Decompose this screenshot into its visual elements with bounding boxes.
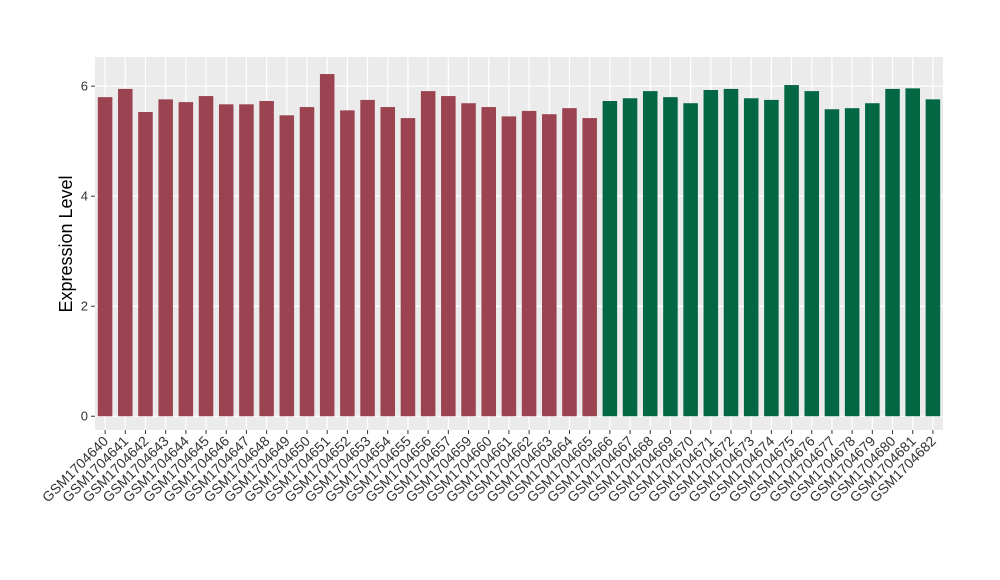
bar bbox=[885, 88, 900, 417]
bar bbox=[622, 98, 638, 417]
bar bbox=[642, 91, 658, 417]
bar bbox=[158, 99, 173, 417]
bar bbox=[400, 118, 416, 417]
bar bbox=[683, 103, 698, 417]
bar bbox=[178, 102, 194, 417]
bar bbox=[319, 74, 335, 417]
bar bbox=[259, 101, 274, 417]
bar bbox=[279, 115, 295, 417]
bar bbox=[804, 91, 820, 417]
bar bbox=[723, 88, 739, 417]
y-axis-title: Expression Level bbox=[56, 175, 76, 312]
bar bbox=[380, 107, 396, 417]
bar bbox=[703, 90, 719, 417]
bar bbox=[239, 104, 254, 417]
y-tick-label: 6 bbox=[81, 79, 88, 94]
bar bbox=[602, 101, 618, 417]
bar bbox=[905, 88, 920, 417]
bar bbox=[542, 114, 557, 417]
y-tick-label: 2 bbox=[81, 299, 88, 314]
bar bbox=[481, 107, 496, 417]
bar bbox=[97, 97, 113, 417]
bar bbox=[461, 103, 476, 417]
bar bbox=[824, 109, 840, 417]
bar bbox=[299, 107, 315, 417]
bar bbox=[501, 116, 517, 417]
bar bbox=[441, 96, 456, 417]
bar bbox=[764, 99, 779, 417]
bar bbox=[582, 118, 597, 417]
bar bbox=[521, 110, 537, 417]
bar bbox=[420, 91, 436, 417]
bar bbox=[925, 99, 941, 417]
bar bbox=[360, 99, 375, 417]
bar bbox=[198, 96, 214, 417]
bar bbox=[340, 110, 355, 417]
bar bbox=[663, 97, 678, 417]
bar bbox=[743, 98, 759, 417]
y-tick-label: 0 bbox=[81, 409, 88, 424]
bar bbox=[138, 112, 153, 417]
bar bbox=[784, 85, 799, 417]
bar bbox=[218, 104, 234, 417]
bar bbox=[562, 108, 577, 417]
bar bbox=[118, 88, 133, 417]
bar bbox=[865, 103, 880, 417]
panel bbox=[95, 57, 943, 430]
y-tick-label: 4 bbox=[81, 189, 88, 204]
bar bbox=[844, 108, 860, 417]
